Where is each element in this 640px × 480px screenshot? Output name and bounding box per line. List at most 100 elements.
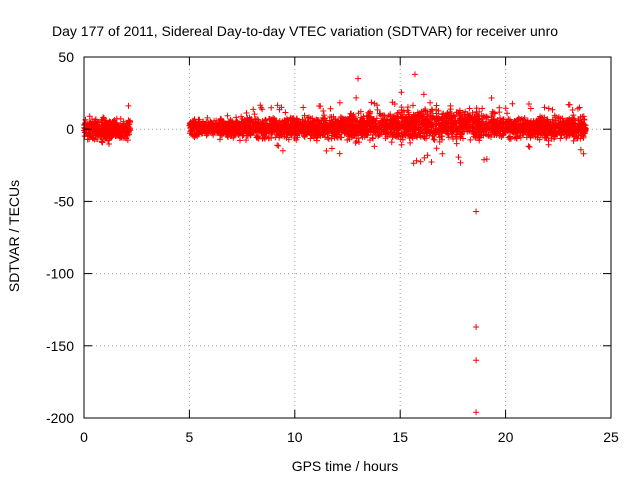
data-point xyxy=(562,128,569,135)
data-point xyxy=(325,125,332,132)
data-point xyxy=(230,134,237,141)
data-point xyxy=(105,120,112,127)
data-point xyxy=(472,128,479,135)
data-point xyxy=(240,130,247,137)
data-point xyxy=(429,107,436,114)
data-point xyxy=(410,131,417,138)
data-point xyxy=(512,121,519,128)
data-point xyxy=(91,119,98,126)
data-point xyxy=(236,137,243,144)
data-point xyxy=(424,152,431,159)
data-point xyxy=(557,135,564,142)
data-point xyxy=(541,126,548,133)
data-point xyxy=(243,110,250,117)
data-point xyxy=(253,134,260,141)
x-tick-label: 10 xyxy=(287,429,303,445)
data-point xyxy=(328,135,335,142)
data-point xyxy=(223,130,230,137)
data-point xyxy=(433,145,440,152)
data-point xyxy=(438,123,445,130)
data-point xyxy=(301,121,308,128)
data-point xyxy=(516,132,523,139)
data-point xyxy=(209,127,216,134)
data-point xyxy=(471,119,478,126)
plot-frame xyxy=(83,56,612,419)
data-point xyxy=(405,109,412,116)
data-point xyxy=(406,113,413,120)
data-point xyxy=(423,111,430,118)
data-point xyxy=(233,114,240,121)
data-point xyxy=(384,122,391,129)
data-point xyxy=(515,115,522,122)
data-point xyxy=(261,126,268,133)
data-point xyxy=(488,95,495,102)
data-point xyxy=(527,105,534,112)
data-point xyxy=(575,132,582,139)
data-point xyxy=(427,99,434,106)
data-point xyxy=(276,118,283,125)
data-point xyxy=(220,122,227,129)
data-point xyxy=(337,125,344,132)
data-point xyxy=(439,150,446,157)
data-point xyxy=(364,119,371,126)
data-point xyxy=(564,120,571,127)
data-point xyxy=(356,139,363,146)
data-point xyxy=(505,126,512,133)
data-point xyxy=(291,124,298,131)
data-point xyxy=(283,128,290,135)
data-point xyxy=(358,114,365,121)
data-point xyxy=(537,115,544,122)
data-point xyxy=(545,105,552,112)
data-point xyxy=(388,139,395,146)
data-point xyxy=(255,123,262,130)
data-point xyxy=(416,129,423,136)
data-point xyxy=(569,130,576,137)
data-point xyxy=(320,131,327,138)
data-point xyxy=(354,125,361,132)
data-point xyxy=(307,115,314,122)
data-point xyxy=(359,134,366,141)
data-point xyxy=(316,102,323,109)
data-point xyxy=(412,127,419,134)
data-point xyxy=(542,120,549,127)
data-point xyxy=(267,131,274,138)
y-axis-label: SDTVAR / TECUs xyxy=(6,180,22,292)
data-point xyxy=(219,131,226,138)
data-point xyxy=(84,132,91,139)
data-point xyxy=(361,127,368,134)
data-point xyxy=(431,136,438,143)
data-point xyxy=(518,123,525,130)
data-point xyxy=(398,130,405,137)
data-point xyxy=(268,124,275,131)
data-point xyxy=(460,121,467,128)
data-point xyxy=(204,114,211,121)
data-point xyxy=(341,116,348,123)
data-point xyxy=(566,115,573,122)
data-point xyxy=(483,124,490,131)
data-point xyxy=(112,128,119,135)
data-point xyxy=(466,105,473,112)
y-tick-label: -150 xyxy=(46,338,74,354)
data-point xyxy=(432,106,439,113)
data-point xyxy=(313,137,320,144)
data-point xyxy=(117,115,124,122)
data-point xyxy=(473,105,480,112)
data-point xyxy=(250,106,257,113)
data-point xyxy=(398,89,405,96)
data-point xyxy=(378,130,385,137)
data-point xyxy=(380,123,387,130)
data-point xyxy=(123,135,130,142)
data-point xyxy=(196,118,203,125)
data-point xyxy=(498,134,505,141)
data-point xyxy=(580,150,587,157)
data-point xyxy=(450,135,457,142)
data-point xyxy=(379,112,386,119)
data-point xyxy=(502,105,509,112)
data-point xyxy=(426,120,433,127)
data-point xyxy=(433,102,440,109)
data-point xyxy=(287,117,294,124)
data-point xyxy=(107,132,114,139)
data-point xyxy=(425,126,432,133)
data-point xyxy=(279,125,286,132)
